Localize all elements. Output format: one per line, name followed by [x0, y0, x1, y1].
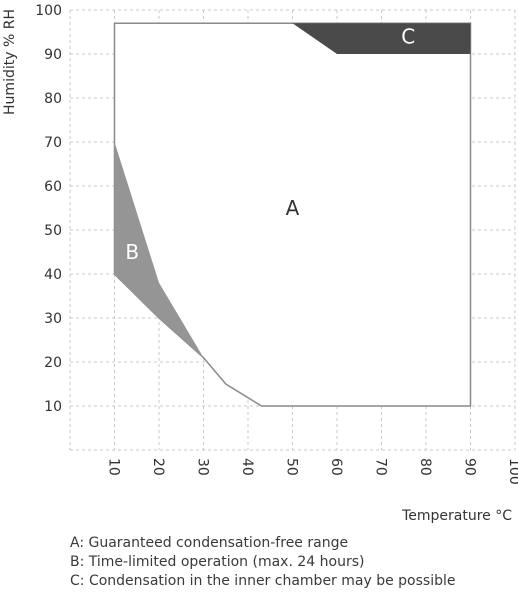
x-tick-label: 80: [417, 458, 433, 476]
region-b: [114, 142, 204, 358]
y-tick-label: 80: [44, 91, 62, 107]
x-tick-label: 50: [284, 458, 300, 476]
x-tick-label: 40: [239, 458, 255, 476]
x-tick-label: 20: [150, 458, 166, 476]
regions: [113, 22, 472, 407]
y-tick-label: 20: [44, 355, 62, 371]
y-tick-label: 10: [44, 399, 62, 415]
region-labels: A B C: [125, 24, 415, 264]
x-tick-label: 90: [462, 458, 478, 476]
region-c: [292, 23, 471, 54]
y-tick-label: 40: [44, 267, 62, 283]
x-tick-label: 100: [506, 458, 518, 485]
region-label-c: C: [401, 24, 415, 48]
y-axis-label: Humidity % RH: [2, 9, 18, 115]
legend: A: Guaranteed condensation-free range B:…: [70, 534, 455, 591]
region-label-a: A: [286, 196, 300, 220]
legend-item-b: B: Time-limited operation (max. 24 hours…: [70, 554, 365, 570]
region-label-b: B: [125, 240, 139, 264]
x-tick-label: 70: [373, 458, 389, 476]
y-tick-label: 70: [44, 135, 62, 151]
y-tick-label: 90: [44, 47, 62, 63]
x-tick-label: 60: [328, 458, 344, 476]
tick-labels: 10 20 30 40 50 60 70 80 90 100 10 20 30 40 50 60 70 80 90 1…: [35, 3, 518, 485]
legend-item-c: C: Condensation in the inner chamber may…: [70, 573, 456, 589]
x-tick-label: 10: [106, 458, 122, 476]
legend-item-a: A: Guaranteed condensation-free range: [70, 535, 349, 551]
y-tick-label: 50: [44, 223, 62, 239]
x-tick-label: 30: [195, 458, 211, 476]
x-axis-label: Temperature °C: [401, 508, 512, 524]
y-tick-label: 100: [35, 3, 62, 19]
y-tick-label: 30: [44, 311, 62, 327]
y-tick-label: 60: [44, 179, 62, 195]
